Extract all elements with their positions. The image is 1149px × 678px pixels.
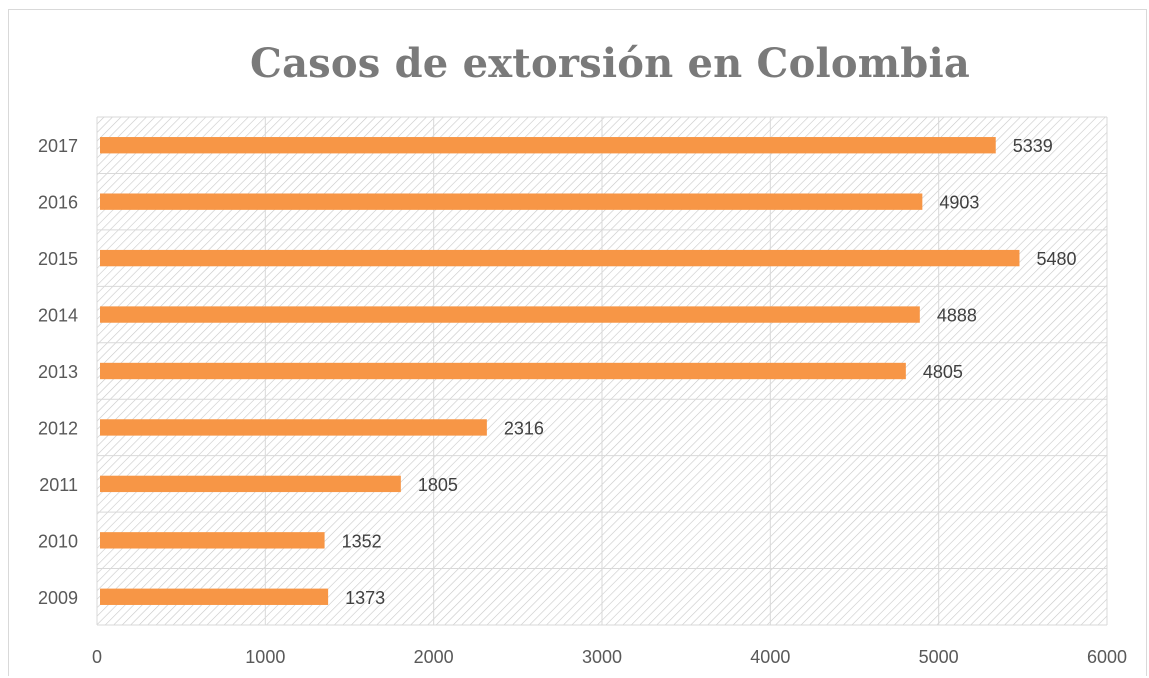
y-tick-label-2015: 2015 xyxy=(38,249,78,269)
bar-2014 xyxy=(100,306,920,323)
bar-2009 xyxy=(100,588,329,605)
x-tick-label-2000: 2000 xyxy=(414,647,454,667)
bar-2010 xyxy=(100,532,325,549)
data-label-2016: 4903 xyxy=(939,193,979,213)
y-tick-label-2013: 2013 xyxy=(38,362,78,382)
bar-2015 xyxy=(100,249,1020,267)
data-label-2012: 2316 xyxy=(504,418,544,438)
y-tick-label-2016: 2016 xyxy=(38,193,78,213)
y-tick-label-2017: 2017 xyxy=(38,136,78,156)
x-tick-label-1000: 1000 xyxy=(245,647,285,667)
x-tick-label-3000: 3000 xyxy=(582,647,622,667)
data-label-2014: 4888 xyxy=(937,306,977,326)
y-tick-label-2012: 2012 xyxy=(38,418,78,438)
chart-title: Casos de extorsión en Colombia xyxy=(250,40,970,87)
bars xyxy=(100,137,1020,605)
bar-2012 xyxy=(100,419,487,436)
bar-2017 xyxy=(100,137,996,154)
x-tick-label-6000: 6000 xyxy=(1087,647,1127,667)
x-tick-label-0: 0 xyxy=(92,647,102,667)
y-tick-label-2009: 2009 xyxy=(38,588,78,608)
value-labels: 1373 1352 1805 2316 4805 4888 5480 4903 5339 xyxy=(342,136,1077,608)
data-label-2010: 1352 xyxy=(342,531,382,551)
data-label-2015: 5480 xyxy=(1036,249,1076,269)
y-tick-label-2014: 2014 xyxy=(38,306,78,326)
bar-2013 xyxy=(100,362,906,380)
x-tick-label-4000: 4000 xyxy=(750,647,790,667)
data-label-2017: 5339 xyxy=(1013,136,1053,156)
y-axis-tick-labels: 2009 2010 2011 2012 2013 2014 2015 2016 2017 xyxy=(38,136,78,608)
y-tick-label-2010: 2010 xyxy=(38,531,78,551)
x-axis-tick-labels: 0 1000 2000 3000 4000 5000 6000 xyxy=(92,647,1127,667)
data-label-2013: 4805 xyxy=(923,362,963,382)
bar-2016 xyxy=(100,193,923,210)
data-label-2009: 1373 xyxy=(345,588,385,608)
y-tick-label-2011: 2011 xyxy=(39,475,78,495)
x-tick-label-5000: 5000 xyxy=(919,647,959,667)
data-label-2011: 1805 xyxy=(418,475,458,495)
bar-2011 xyxy=(100,475,401,493)
